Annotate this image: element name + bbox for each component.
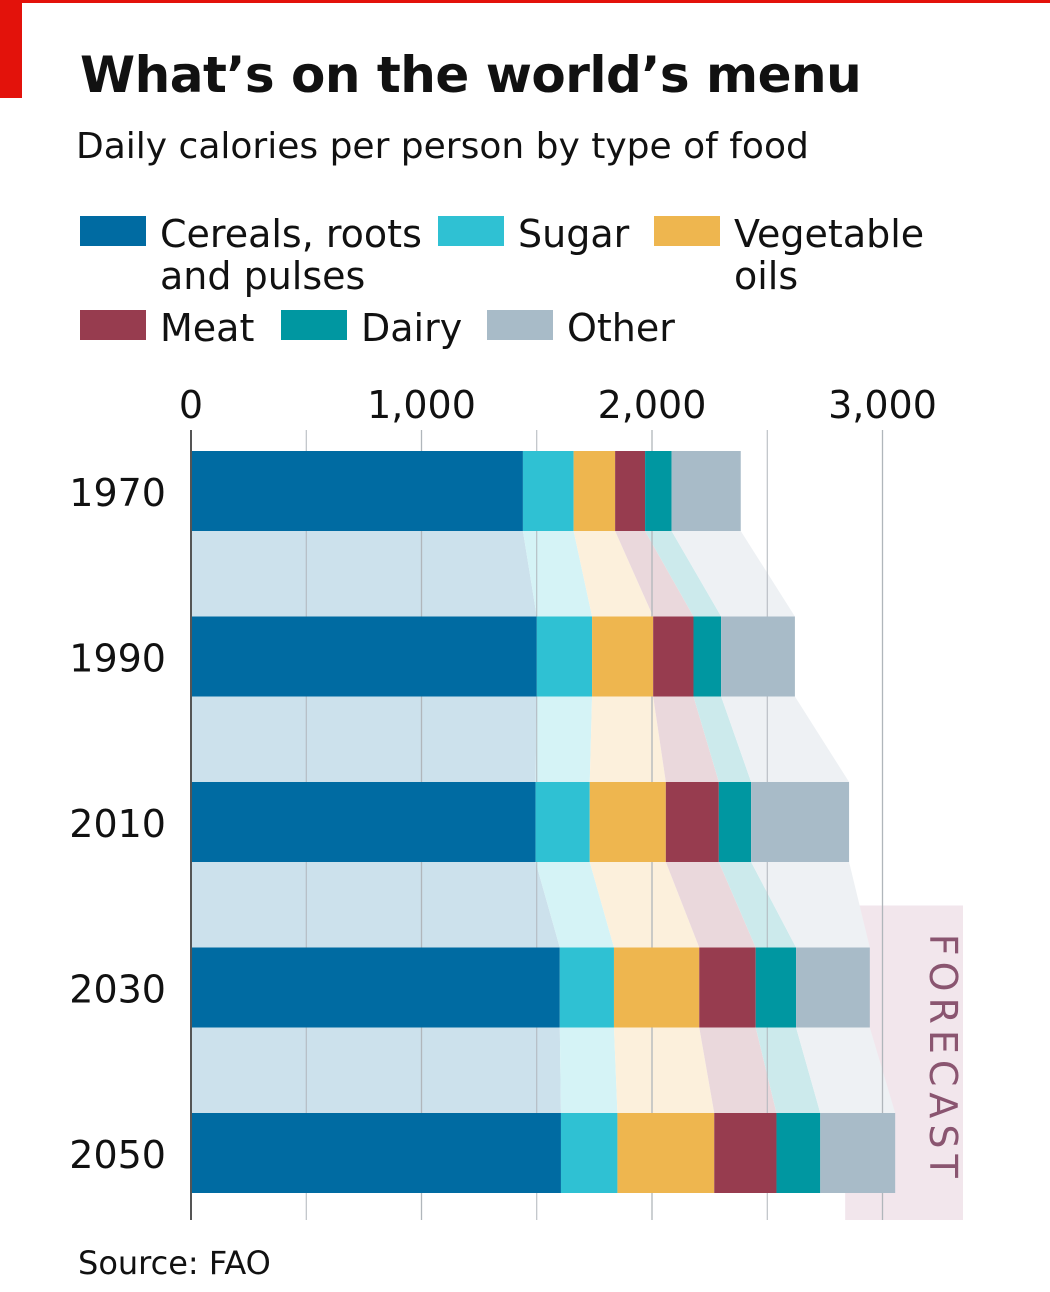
connector-oils-2010: [589, 862, 700, 948]
x-tick-label-0: 0: [179, 383, 203, 427]
connector-cereals-1970: [191, 531, 537, 617]
bar-other-1990: [721, 616, 795, 697]
legend-label-cereals: Cereals, roots and pulses: [160, 212, 422, 298]
bar-dairy-2030: [755, 947, 797, 1028]
bar-other-2030: [796, 947, 870, 1028]
connector-dairy-1990: [693, 696, 752, 782]
bar-oils-2030: [613, 947, 700, 1028]
chart-subtitle: Daily calories per person by type of foo…: [76, 126, 809, 167]
bar-sugar-2050: [560, 1113, 618, 1193]
bar-dairy-1990: [693, 616, 722, 697]
top-rule: [0, 0, 1050, 3]
legend-label-sugar: Sugar: [518, 212, 630, 256]
bar-cereals-2010: [191, 782, 536, 862]
connector-meat-2030: [699, 1027, 777, 1113]
bar-sugar-1990: [536, 616, 593, 697]
legend-swatch-meat: [80, 310, 146, 340]
year-label-1990: 1990: [69, 637, 166, 681]
legend-swatch-dairy: [281, 310, 347, 340]
legend-item-dairy: Dairy: [281, 307, 462, 349]
bar-cereals-1990: [191, 616, 537, 697]
legend-label-oils: Vegetable oils: [734, 212, 925, 298]
legend-item-oils: Vegetable oils: [654, 213, 924, 297]
connector-oils-2030: [613, 1027, 715, 1113]
connector-cereals-2010: [191, 862, 560, 948]
connector-oils-1990: [589, 696, 666, 782]
bar-oils-1990: [592, 616, 654, 697]
connector-sugar-1970: [522, 531, 593, 617]
bar-meat-2030: [699, 947, 756, 1028]
bar-cereals-2030: [191, 947, 560, 1028]
connector-oils-1970: [573, 531, 654, 617]
connector-sugar-2030: [559, 1027, 618, 1113]
stacked-bar-chart: 1970 1990 2010 2030 2050 0 1,000 2,000 3,000 FORE…: [69, 383, 965, 1220]
legend-label-meat: Meat: [160, 306, 255, 350]
bar-sugar-1970: [522, 451, 574, 531]
connector-meat-1990: [653, 696, 719, 782]
connector-other-1990: [721, 696, 850, 782]
connector-other-1970: [671, 531, 795, 617]
bar-meat-2010: [665, 782, 719, 862]
bar-dairy-1970: [645, 451, 672, 531]
bar-oils-2010: [589, 782, 666, 862]
x-tick-label-2,000: 2,000: [598, 383, 707, 427]
connector-meat-1970: [615, 531, 694, 617]
bar-other-1970: [671, 451, 741, 531]
connector-dairy-2010: [718, 862, 797, 948]
connector-sugar-2010: [535, 862, 614, 948]
legend-item-meat: Meat: [80, 307, 254, 349]
connector-dairy-2030: [755, 1027, 821, 1113]
legend-label-dairy: Dairy: [361, 306, 463, 350]
forecast-label: FORECAST: [921, 934, 965, 1184]
x-tick-label-3,000: 3,000: [828, 383, 937, 427]
x-tick-label-1,000: 1,000: [367, 383, 476, 427]
bar-dairy-2010: [718, 782, 752, 862]
bar-cereals-1970: [191, 451, 523, 531]
bar-dairy-2050: [776, 1113, 821, 1193]
connector-cereals-1990: [191, 696, 537, 782]
legend-item-other: Other: [487, 307, 675, 349]
legend-label-other: Other: [567, 306, 675, 350]
bar-other-2050: [820, 1113, 896, 1193]
red-tag: [0, 0, 22, 98]
connector-other-2010: [751, 862, 870, 948]
bar-meat-2050: [714, 1113, 777, 1193]
connector-other-2030: [796, 1027, 896, 1113]
bar-oils-1970: [573, 451, 616, 531]
chart-title: What’s on the world’s menu: [80, 46, 862, 104]
legend-item-cereals: Cereals, roots and pulses: [80, 213, 422, 297]
connector-meat-2010: [665, 862, 756, 948]
bar-cereals-2050: [191, 1113, 561, 1193]
year-label-1970: 1970: [69, 471, 166, 515]
source-note: Source: FAO: [78, 1244, 271, 1282]
bar-oils-2050: [617, 1113, 715, 1193]
year-label-2030: 2030: [69, 968, 166, 1012]
connector-sugar-1990: [535, 696, 593, 782]
connector-cereals-2030: [191, 1027, 561, 1113]
bar-meat-1970: [615, 451, 646, 531]
legend-swatch-cereals: [80, 216, 146, 246]
bar-meat-1990: [653, 616, 694, 697]
bar-sugar-2010: [535, 782, 590, 862]
year-label-2050: 2050: [69, 1133, 166, 1177]
bar-sugar-2030: [559, 947, 614, 1028]
year-label-2010: 2010: [69, 802, 166, 846]
legend-swatch-other: [487, 310, 553, 340]
legend-swatch-oils: [654, 216, 720, 246]
bar-other-2010: [751, 782, 850, 862]
legend-swatch-sugar: [438, 216, 504, 246]
legend-item-sugar: Sugar: [438, 213, 629, 255]
connector-dairy-1970: [645, 531, 722, 617]
